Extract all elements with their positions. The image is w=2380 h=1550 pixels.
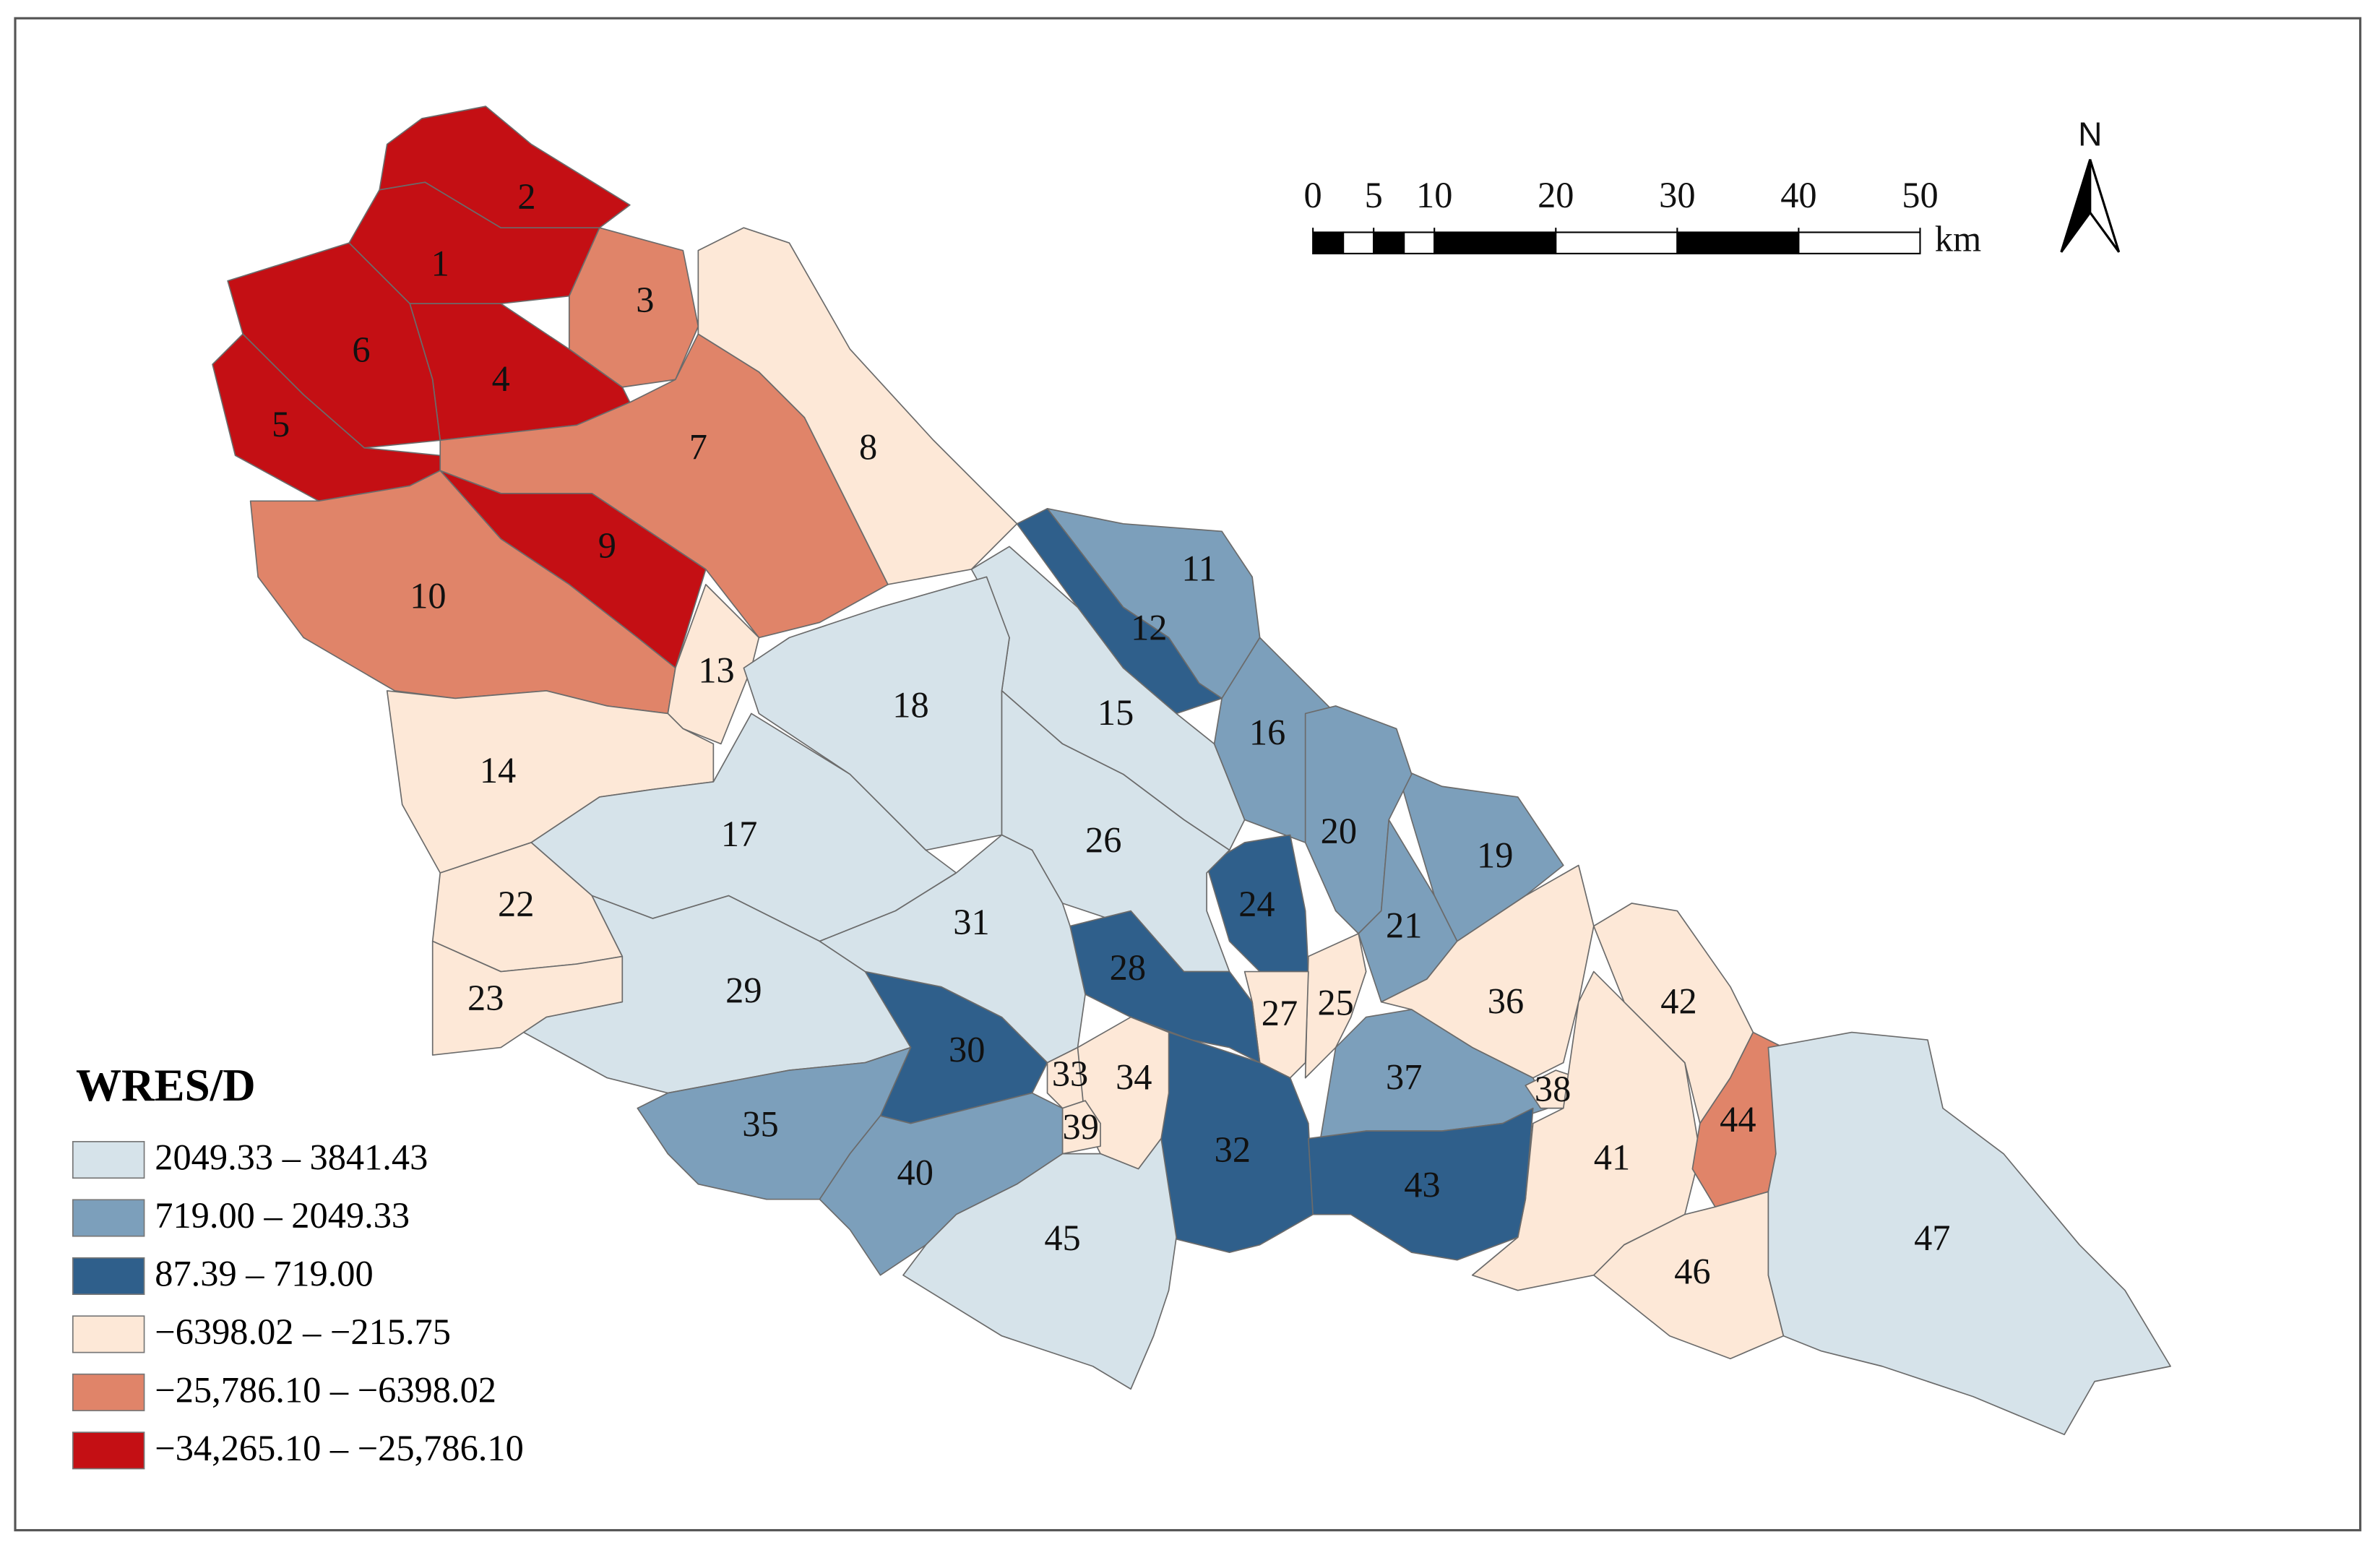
- subbasin-label: 38: [1535, 1069, 1571, 1109]
- subbasin-label: 41: [1594, 1137, 1630, 1178]
- subbasin-label: 31: [953, 902, 989, 942]
- subbasin-label: 19: [1477, 835, 1513, 876]
- scale-segment: [1373, 231, 1405, 254]
- legend-label: 87.39 – 719.00: [155, 1254, 373, 1294]
- subbasin: [379, 106, 631, 229]
- subbasin-label: 44: [1720, 1099, 1756, 1140]
- subbasin-label: 1: [431, 243, 449, 283]
- scale-segment: [1342, 231, 1375, 254]
- legend-swatch: [72, 1140, 145, 1179]
- subbasin-label: 37: [1386, 1056, 1422, 1097]
- subbasin-label: 12: [1131, 608, 1167, 648]
- subbasin-label: 33: [1052, 1054, 1088, 1094]
- subbasin-label: 2: [517, 176, 535, 217]
- subbasin-label: 7: [689, 427, 707, 468]
- scale-segment: [1798, 231, 1921, 254]
- subbasin: [1160, 1031, 1314, 1254]
- subbasin-label: 10: [410, 575, 446, 616]
- north-arrow: N: [2060, 115, 2121, 253]
- subbasin: [1308, 1107, 1534, 1261]
- subbasin-label: 42: [1660, 981, 1696, 1021]
- scale-tick-label: 10: [1416, 175, 1452, 215]
- legend-swatch: [72, 1431, 145, 1470]
- subbasin-label: 3: [636, 280, 654, 320]
- legend-swatch: [72, 1257, 145, 1296]
- subbasin-label: 47: [1914, 1218, 1950, 1258]
- north-label: N: [2078, 115, 2102, 152]
- subbasin-label: 15: [1098, 692, 1134, 733]
- subbasin-label: 34: [1116, 1056, 1152, 1097]
- subbasin-label: 26: [1085, 820, 1121, 861]
- legend-label: −6398.02 – −215.75: [155, 1312, 451, 1352]
- subbasin-label: 36: [1488, 981, 1524, 1021]
- scale-tick-label: 5: [1365, 175, 1383, 215]
- scale-tick-label: 0: [1304, 175, 1322, 215]
- legend-title: WRES/D: [76, 1060, 256, 1111]
- subbasin-label: 16: [1249, 712, 1285, 752]
- scale-unit: km: [1935, 219, 1981, 259]
- subbasin-label: 45: [1044, 1218, 1080, 1258]
- subbasin-label: 23: [467, 978, 504, 1018]
- legend-label: 2049.33 – 3841.43: [155, 1137, 428, 1178]
- legend-swatch: [72, 1199, 145, 1237]
- subbasin-label: 11: [1181, 548, 1217, 589]
- subbasin-label: 9: [598, 525, 616, 566]
- subbasin-label: 22: [498, 884, 534, 924]
- subbasin-label: 20: [1321, 811, 1357, 851]
- north-arrow-right: [2089, 159, 2121, 253]
- scale-segment: [1433, 231, 1557, 254]
- subbasin: [1304, 933, 1367, 1079]
- scale-tick-label: 30: [1659, 175, 1695, 215]
- subbasin: [697, 227, 1018, 585]
- scale-tick-label: 20: [1538, 175, 1574, 215]
- scale-segment: [1403, 231, 1436, 254]
- subbasin-label: 13: [698, 650, 734, 690]
- subbasin: [1206, 834, 1309, 973]
- subbasin-label: 8: [859, 427, 877, 468]
- subbasin-label: 40: [897, 1153, 934, 1193]
- subbasin-label: 27: [1262, 993, 1298, 1033]
- legend-label: 719.00 – 2049.33: [155, 1195, 410, 1236]
- subbasin-label: 25: [1317, 982, 1353, 1022]
- subbasin-label: 14: [480, 750, 516, 791]
- legend-swatch: [72, 1373, 145, 1411]
- subbasin-label: 46: [1674, 1251, 1710, 1291]
- subbasin-label: 39: [1063, 1107, 1099, 1148]
- subbasin-label: 21: [1386, 905, 1422, 945]
- scale-segment: [1555, 231, 1678, 254]
- legend-label: −25,786.10 – −6398.02: [155, 1370, 496, 1411]
- subbasin-label: 29: [725, 970, 762, 1011]
- scale-segment: [1676, 231, 1800, 254]
- subbasin-label: 32: [1215, 1129, 1251, 1170]
- scale-segment: [1312, 231, 1345, 254]
- subbasin-label: 30: [949, 1030, 985, 1070]
- subbasin: [1767, 1031, 2171, 1436]
- subbasin: [819, 1092, 1064, 1276]
- subbasin-label: 18: [892, 685, 928, 726]
- subbasin-label: 35: [742, 1103, 778, 1144]
- subbasin-label: 5: [272, 404, 290, 444]
- subbasin: [568, 227, 699, 388]
- scale-tick-label: 40: [1780, 175, 1816, 215]
- legend: WRES/D 2049.33 – 3841.43 719.00 – 2049.33…: [72, 1060, 524, 1470]
- subbasin-label: 24: [1238, 884, 1275, 924]
- subbasin-label: 28: [1110, 947, 1146, 988]
- subbasin-label: 43: [1404, 1165, 1440, 1205]
- scale-tick-label: 50: [1902, 175, 1938, 215]
- subbasin: [819, 834, 1086, 1064]
- legend-swatch: [72, 1315, 145, 1353]
- subbasin-label: 4: [492, 358, 510, 399]
- subbasin-label: 17: [721, 814, 757, 854]
- subbasin-label: 6: [352, 330, 370, 370]
- subbasin: [902, 1137, 1177, 1390]
- legend-label: −34,265.10 – −25,786.10: [155, 1428, 524, 1468]
